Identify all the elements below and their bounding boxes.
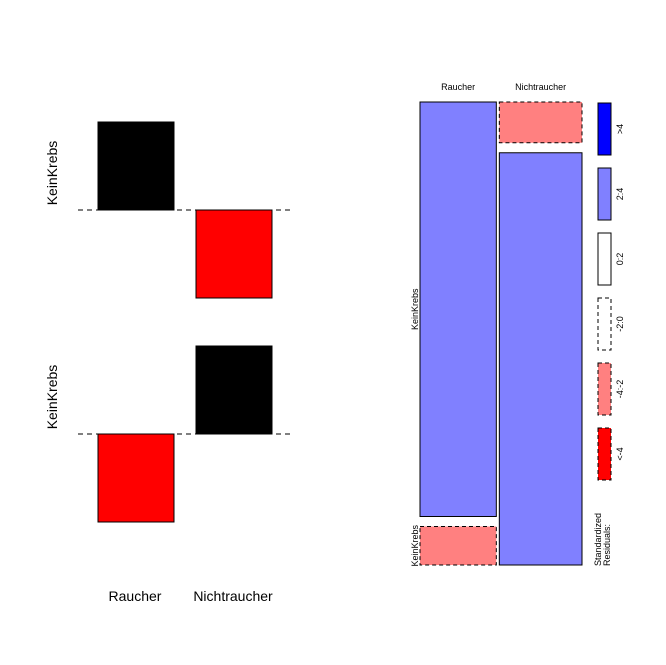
legend-label: >4 — [615, 124, 625, 134]
mosaic-row-label: KeinKrebs — [410, 288, 420, 330]
residual-bar — [195, 345, 273, 435]
legend-label: -2:0 — [615, 316, 625, 332]
mosaic-plot: Raucher Nichtraucher KeinKrebs KeinKrebs — [410, 82, 583, 567]
mosaic-tile — [419, 101, 497, 517]
mosaic-column-label: Raucher — [441, 82, 475, 92]
mosaic-row-label: KeinKrebs — [410, 524, 420, 566]
legend-title-line: Residuals: — [602, 524, 612, 566]
mosaic-tile — [498, 152, 583, 566]
legend-swatch — [597, 102, 612, 156]
legend-label: <-4 — [615, 447, 625, 460]
legend-swatch — [597, 362, 612, 416]
mosaic-tile — [419, 525, 497, 566]
mosaic-tile — [498, 101, 583, 144]
legend-label: 2:4 — [615, 188, 625, 201]
residuals-legend: >4 2:4 0:2 -2:0 -4:-2 <-4 StandardizedResidual… — [593, 102, 625, 566]
legend-swatch — [597, 232, 612, 286]
column-label: Nichtraucher — [193, 588, 273, 604]
legend-label: -4:-2 — [615, 380, 625, 399]
legend-swatch — [597, 427, 612, 481]
column-label: Raucher — [109, 588, 162, 604]
residual-bar — [195, 209, 273, 299]
legend-swatch — [597, 297, 612, 351]
mosaic-column-label: Nichtraucher — [515, 82, 566, 92]
association-plot: KeinKrebs KeinKrebs Raucher Nichtraucher — [44, 121, 292, 604]
row-label: KeinKrebs — [44, 365, 60, 430]
residual-bar — [97, 121, 175, 211]
legend-title: StandardizedResiduals: — [593, 513, 612, 566]
residual-bar — [97, 433, 175, 523]
row-label: KeinKrebs — [44, 141, 60, 206]
legend-title-line: Standardized — [593, 513, 603, 566]
legend-label: 0:2 — [615, 253, 625, 266]
legend-swatch — [597, 167, 612, 221]
